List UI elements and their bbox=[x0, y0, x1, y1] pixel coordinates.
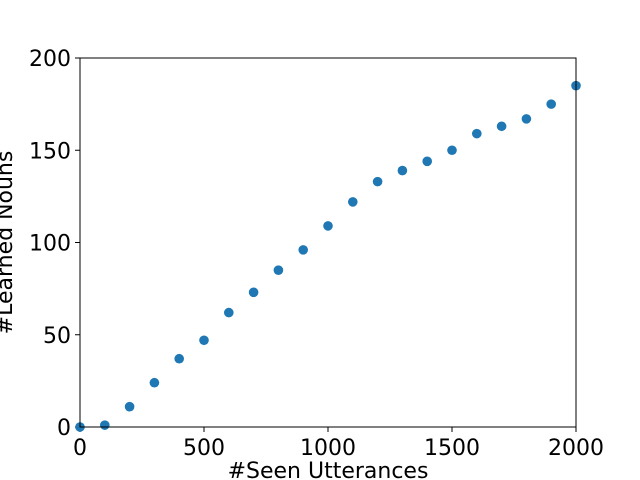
x-tick-label: 2000 bbox=[548, 436, 604, 461]
y-tick-label: 200 bbox=[29, 47, 71, 72]
data-point bbox=[422, 156, 433, 167]
data-point bbox=[472, 128, 482, 139]
data-point bbox=[248, 287, 259, 298]
plot-frame bbox=[79, 57, 577, 428]
data-point bbox=[199, 335, 209, 346]
data-point bbox=[124, 401, 135, 412]
y-tick-label: 100 bbox=[29, 232, 71, 257]
y-tick-label: 50 bbox=[43, 324, 71, 349]
y-tick-label: 150 bbox=[29, 139, 71, 164]
data-point bbox=[323, 221, 333, 231]
data-point bbox=[224, 307, 234, 318]
data-point bbox=[100, 420, 110, 430]
data-point bbox=[546, 99, 556, 109]
ticks: 0 500 1000 1500 2000 0 50 100 150 200 bbox=[29, 47, 604, 461]
x-tick-label: 1000 bbox=[300, 436, 356, 461]
data-point bbox=[273, 265, 284, 275]
data-point bbox=[447, 145, 457, 156]
x-axis-label: #Seen Utterances bbox=[228, 459, 429, 480]
data-point bbox=[397, 165, 408, 176]
data-point bbox=[496, 121, 507, 132]
x-tick-label: 500 bbox=[183, 436, 225, 461]
data-point bbox=[174, 353, 184, 364]
x-tick-label: 0 bbox=[73, 436, 87, 461]
data-point bbox=[521, 114, 532, 124]
data-point bbox=[348, 197, 358, 207]
y-tick-label: 0 bbox=[57, 416, 71, 441]
y-axis-label: #Learned Nouns bbox=[0, 151, 18, 335]
data-point bbox=[149, 377, 160, 388]
data-point bbox=[298, 245, 309, 255]
data-points bbox=[75, 80, 581, 432]
x-tick-label: 1500 bbox=[424, 436, 480, 461]
data-point bbox=[372, 176, 383, 187]
